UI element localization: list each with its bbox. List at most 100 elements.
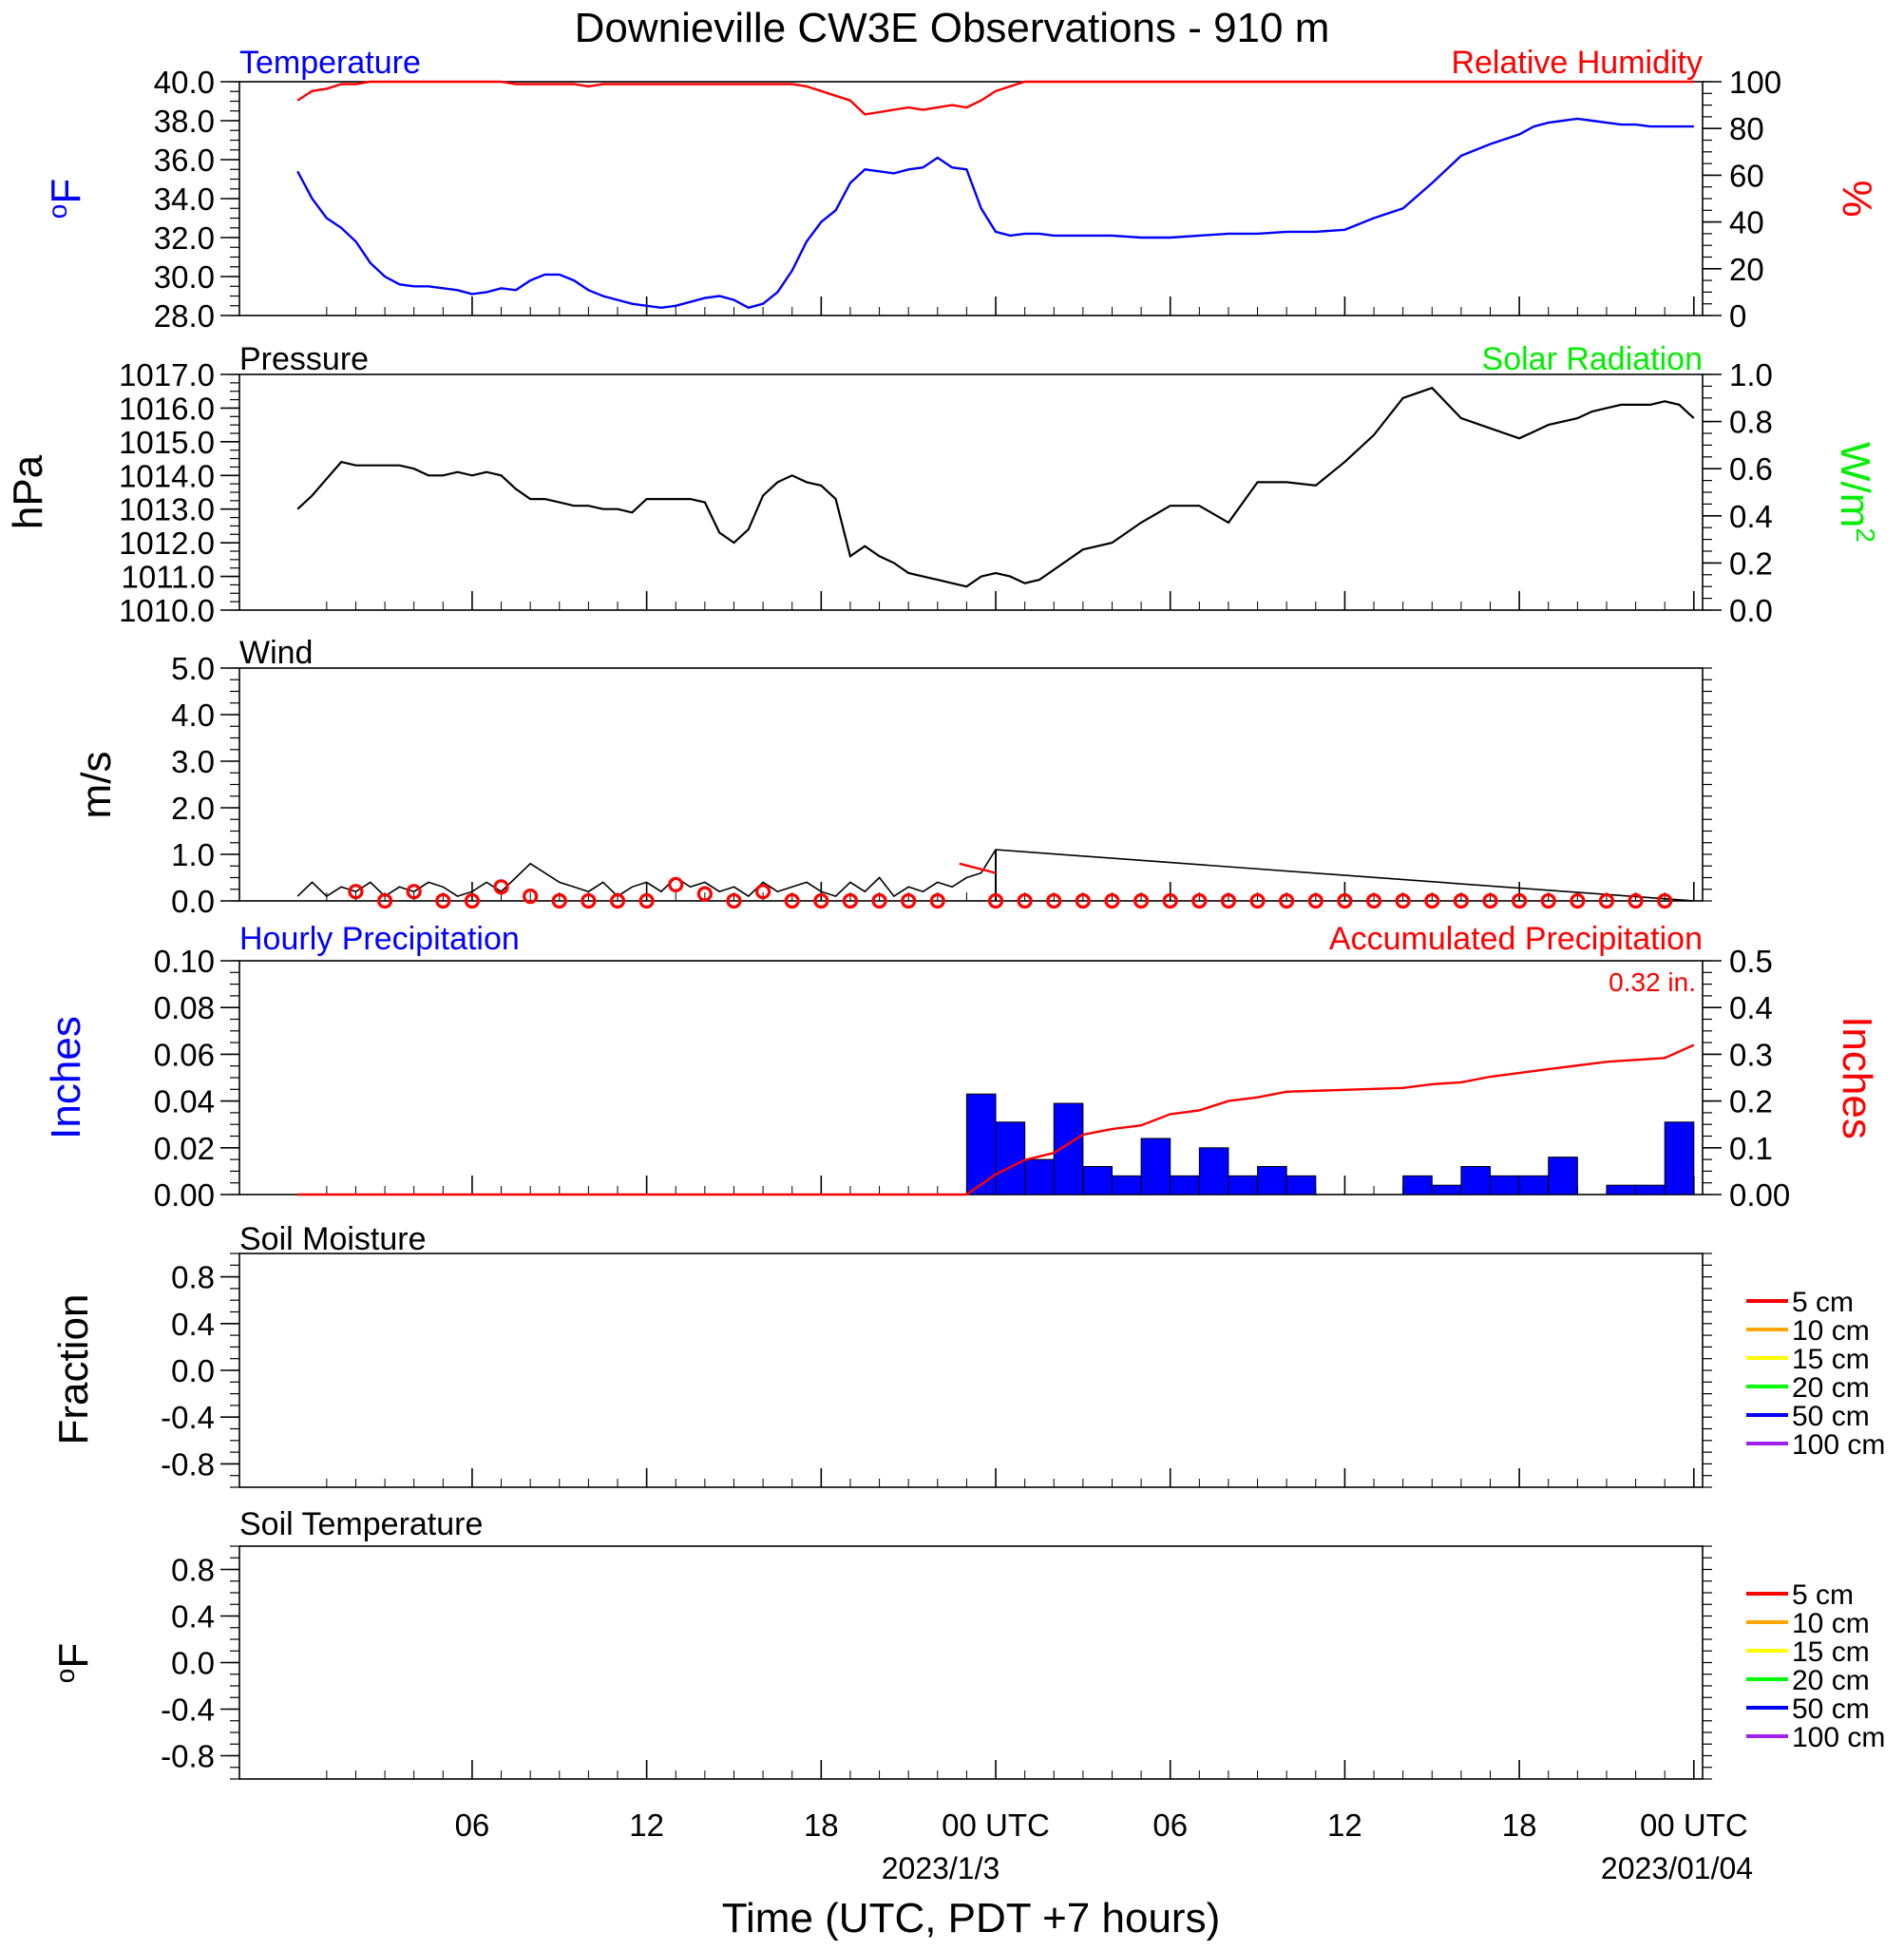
legend-label: 50 cm: [1792, 1401, 1870, 1432]
left-tick-label: -0.8: [161, 1739, 215, 1774]
temperature-y-axis-label: oF: [43, 179, 89, 219]
humidity-line: [296, 80, 1694, 116]
hourly-precip-bar: [1198, 1147, 1229, 1195]
legend-label: 100 cm: [1792, 1429, 1885, 1461]
wind-hourly-marker: [1046, 892, 1062, 909]
wind-hourly-marker: [493, 879, 509, 895]
hourly-precip-bar: [1490, 1175, 1520, 1195]
legend-label: 15 cm: [1792, 1636, 1870, 1668]
left-tick-label: 4.0: [171, 698, 215, 733]
left-tick-label: 1017.0: [119, 357, 215, 392]
left-tick-label: 36.0: [154, 143, 215, 178]
right-tick-label: 0.3: [1729, 1037, 1773, 1072]
wind-hourly-marker: [1307, 892, 1323, 909]
left-tick-label: 1011.0: [122, 560, 215, 595]
wind-hourly-marker: [1220, 892, 1237, 909]
legend-label: 10 cm: [1792, 1608, 1870, 1639]
solar-y-axis-label: W/m2: [1832, 442, 1880, 543]
right-tick-label: 0.00: [1729, 1177, 1790, 1213]
hourly-precip-bar: [1431, 1184, 1462, 1195]
hourly-precip-bar: [1635, 1184, 1666, 1195]
wind-hourly-marker: [1191, 892, 1208, 909]
right-tick-label: 0.6: [1729, 451, 1773, 487]
wind-hourly-marker: [901, 892, 917, 909]
pressure-line: [296, 386, 1695, 588]
left-tick-label: 30.0: [154, 259, 215, 295]
wind-hourly-marker: [348, 884, 364, 900]
right-tick-label: 80: [1729, 111, 1764, 146]
temperature-title: Temperature: [239, 45, 421, 81]
right-tick-label: 0.8: [1729, 405, 1773, 440]
wind-hourly-marker: [813, 892, 829, 909]
wind-hourly-marker: [1104, 892, 1120, 909]
date-label-1: 2023/1/3: [882, 1851, 1000, 1885]
left-tick-label: 1014.0: [119, 458, 215, 493]
left-tick-label: 0.08: [154, 990, 215, 1025]
svg-text:oF: oF: [43, 179, 89, 219]
solar-unit-exponent: 2: [1851, 527, 1880, 543]
hourly-precip-bar: [1460, 1165, 1492, 1195]
left-tick-label: 40.0: [154, 65, 215, 100]
soil-temperature-title: Soil Temperature: [239, 1506, 483, 1542]
fahrenheit-letter: F: [43, 179, 89, 204]
right-tick-label: 0.2: [1729, 1084, 1773, 1119]
panel-soil-moisture: Soil Moisture Fraction -0.8 -0.4 0.0 0.4 0.8…: [50, 1221, 1885, 1488]
wind-hourly-marker: [668, 876, 684, 892]
wind-hourly-marker: [987, 892, 1004, 909]
accum-precip-title: Accumulated Precipitation: [1329, 921, 1703, 957]
hourly-precip-bar: [1170, 1175, 1200, 1195]
wind-hourly-marker: [842, 892, 859, 909]
soil-temperature-y-axis-label: oF: [50, 1643, 97, 1683]
wind-hourly-marker: [609, 892, 626, 909]
wind-barb: [959, 862, 997, 874]
legend-label: 20 cm: [1792, 1665, 1870, 1696]
date-label-2: 2023/01/04: [1601, 1851, 1753, 1885]
hourly-precip-bar: [1606, 1184, 1637, 1195]
fahrenheit-letter: F: [50, 1643, 97, 1669]
left-tick-label: 32.0: [154, 220, 215, 256]
left-tick-label: 0.4: [171, 1599, 215, 1635]
wind-hourly-marker: [754, 884, 771, 900]
humidity-title: Relative Humidity: [1451, 45, 1703, 81]
degree-mark: o: [43, 204, 72, 220]
x-tick-label: 00 UTC: [942, 1808, 1050, 1843]
wind-hourly-marker: [1365, 892, 1382, 909]
left-tick-label: 28.0: [154, 298, 215, 334]
pressure-title: Pressure: [239, 341, 369, 377]
figure-title: Downieville CW3E Observations - 910 m: [575, 5, 1330, 51]
left-tick-label: 34.0: [154, 182, 215, 217]
hourly-precip-bar: [1024, 1158, 1055, 1195]
wind-hourly-marker: [929, 892, 945, 909]
wind-hourly-marker: [581, 892, 597, 909]
wind-hourly-marker: [1395, 892, 1411, 909]
hourly-precip-bar: [1082, 1165, 1113, 1195]
left-tick-label: -0.8: [161, 1446, 215, 1482]
hourly-precip-bar: [1664, 1121, 1695, 1195]
precip-right-y-axis-label: Inches: [1834, 1016, 1880, 1139]
legend-label: 50 cm: [1792, 1693, 1870, 1725]
wind-hourly-marker: [1512, 892, 1528, 909]
soil-moisture-title: Soil Moisture: [239, 1221, 427, 1257]
wind-hourly-marker: [406, 884, 422, 900]
wind-hourly-marker: [464, 892, 481, 909]
wind-speed-line: [296, 849, 1694, 902]
hourly-precip-bar: [1228, 1175, 1259, 1195]
x-tick-label: 00 UTC: [1640, 1808, 1748, 1843]
x-axis-tick-labels: 06 12 18 00 UTC 06 12 18 00 UTC: [455, 1808, 1748, 1843]
degree-mark: o: [50, 1669, 80, 1684]
left-tick-label: 0.06: [154, 1037, 215, 1072]
wind-hourly-marker: [784, 892, 800, 909]
hourly-precip-bar: [1518, 1175, 1550, 1195]
wind-hourly-marker: [1657, 892, 1673, 909]
left-tick-label: 1015.0: [119, 425, 215, 460]
left-tick-label: 1010.0: [119, 593, 215, 628]
wind-hourly-marker: [1133, 892, 1150, 909]
wind-hourly-marker: [1628, 892, 1644, 909]
left-tick-label: 0.10: [154, 944, 215, 979]
panel-temperature-humidity: Temperature Relative Humidity oF % 28.03…: [43, 45, 1880, 334]
hourly-precip-bar: [1285, 1175, 1317, 1195]
wind-hourly-marker: [1598, 892, 1615, 909]
left-tick-label: 0.04: [154, 1084, 215, 1119]
hourly-precip-bar: [965, 1093, 997, 1195]
